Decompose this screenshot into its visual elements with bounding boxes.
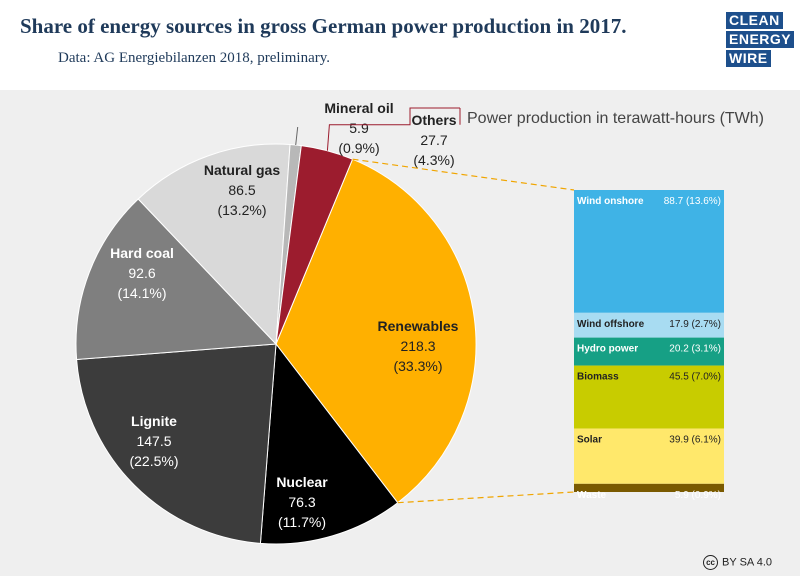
slice-label-hard-coal: Hard coal 92.6 (14.1%): [110, 245, 174, 301]
slice-label-value: 218.3: [400, 338, 435, 354]
slice-label-pct: (13.2%): [217, 202, 266, 218]
slice-label-nuclear: Nuclear 76.3 (11.7%): [276, 474, 328, 530]
slice-label-value: 147.5: [136, 433, 171, 449]
clean-energy-wire-logo[interactable]: CLEAN ENERGY WIRE: [726, 12, 795, 69]
bar-segment-solar: [574, 428, 724, 484]
slice-label-value: 86.5: [228, 182, 255, 198]
bar-value-wind-onshore: 88.7 (13.6%): [664, 196, 721, 207]
bar-label-solar: Solar: [577, 435, 602, 446]
leader-line-others: [326, 107, 460, 151]
slice-label-mineral-oil: Mineral oil 5.9 (0.9%): [324, 100, 393, 156]
bar-label-biomass: Biomass: [577, 372, 619, 383]
logo-word-clean: CLEAN: [726, 12, 783, 29]
slice-label-renewables: Renewables 218.3 (33.3%): [378, 318, 459, 374]
header: Share of energy sources in gross German …: [0, 0, 800, 90]
slice-label-name: Renewables: [378, 318, 459, 334]
bar-value-hydro-power: 20.2 (3.1%): [669, 344, 721, 355]
slice-label-value: 92.6: [128, 265, 155, 281]
pie-slice-renewables: [275, 158, 477, 504]
bar-segment-waste: [574, 483, 724, 492]
slice-label-name: Others: [411, 112, 456, 128]
bar-segment-biomass: [574, 365, 724, 429]
bar-segment-wind-offshore: [574, 312, 724, 338]
bar-value-solar: 39.9 (6.1%): [669, 435, 721, 446]
connector-top: [352, 158, 575, 191]
logo-word-energy: ENERGY: [726, 31, 795, 48]
chart-area: Renewables 218.3 (33.3%) Nuclear 76.3 (11.7%)…: [0, 90, 800, 576]
bar-value-biomass: 45.5 (7.0%): [669, 372, 721, 383]
slice-label-pct: (33.3%): [393, 358, 442, 374]
page-subtitle: Data: AG Energiebilanzen 2018, prelimina…: [58, 50, 330, 66]
slice-label-value: 76.3: [288, 494, 315, 510]
pie-slice-lignite: [76, 343, 277, 544]
logo-word-wire: WIRE: [726, 50, 771, 67]
slice-label-pct: (22.5%): [129, 453, 178, 469]
bar-label-wind-onshore: Wind onshore: [577, 196, 644, 207]
page-title: Share of energy sources in gross German …: [20, 14, 627, 38]
pie-slices: [75, 143, 477, 545]
bar-label-hydro-power: Hydro power: [577, 344, 638, 355]
license: cc BY SA 4.0: [703, 555, 772, 570]
slice-label-pct: (4.3%): [413, 152, 454, 168]
pie-labels: Renewables 218.3 (33.3%) Nuclear 76.3 (11.7%)…: [110, 100, 459, 530]
slice-label-pct: (11.7%): [278, 514, 326, 530]
connector-bottom: [397, 491, 575, 504]
slice-label-name: Lignite: [131, 413, 177, 429]
breakdown-connectors: [295, 107, 575, 504]
leader-line-mineral-oil: [295, 126, 299, 146]
slice-label-name: Mineral oil: [324, 100, 393, 116]
slice-label-pct: (0.9%): [338, 140, 379, 156]
bar-segment-hydro-power: [574, 337, 724, 366]
slice-label-value: 27.7: [420, 132, 447, 148]
slice-label-natural-gas: Natural gas 86.5 (13.2%): [204, 162, 280, 218]
bar-label-wind-offshore: Wind offshore: [577, 319, 645, 330]
slice-label-others: Others 27.7 (4.3%): [411, 112, 456, 168]
pie-slice-nuclear: [259, 342, 399, 545]
bar-value-wind-offshore: 17.9 (2.7%): [669, 319, 721, 330]
cc-icon: cc: [703, 555, 719, 570]
slice-label-lignite: Lignite 147.5 (22.5%): [129, 413, 178, 469]
renewables-breakdown-bar: Wind onshore 88.7 (13.6%) Wind offshore 17.…: [574, 190, 724, 501]
energy-chart: Renewables 218.3 (33.3%) Nuclear 76.3 (11.7%)…: [75, 100, 764, 545]
slice-label-pct: (14.1%): [117, 285, 166, 301]
slice-label-name: Nuclear: [276, 474, 328, 490]
bar-value-waste: 5.9 (0.9%): [675, 490, 721, 501]
unit-note: Power production in terawatt-hours (TWh): [467, 110, 764, 127]
slice-label-name: Hard coal: [110, 245, 174, 261]
bar-segment-wind-onshore: [574, 190, 724, 313]
slice-label-name: Natural gas: [204, 162, 280, 178]
license-text: BY SA 4.0: [722, 556, 772, 569]
slice-label-value: 5.9: [349, 120, 369, 136]
pie-slice-natural-gas: [137, 143, 291, 346]
bar-label-waste: Waste: [577, 490, 607, 501]
pie-slice-hard-coal: [75, 198, 278, 361]
